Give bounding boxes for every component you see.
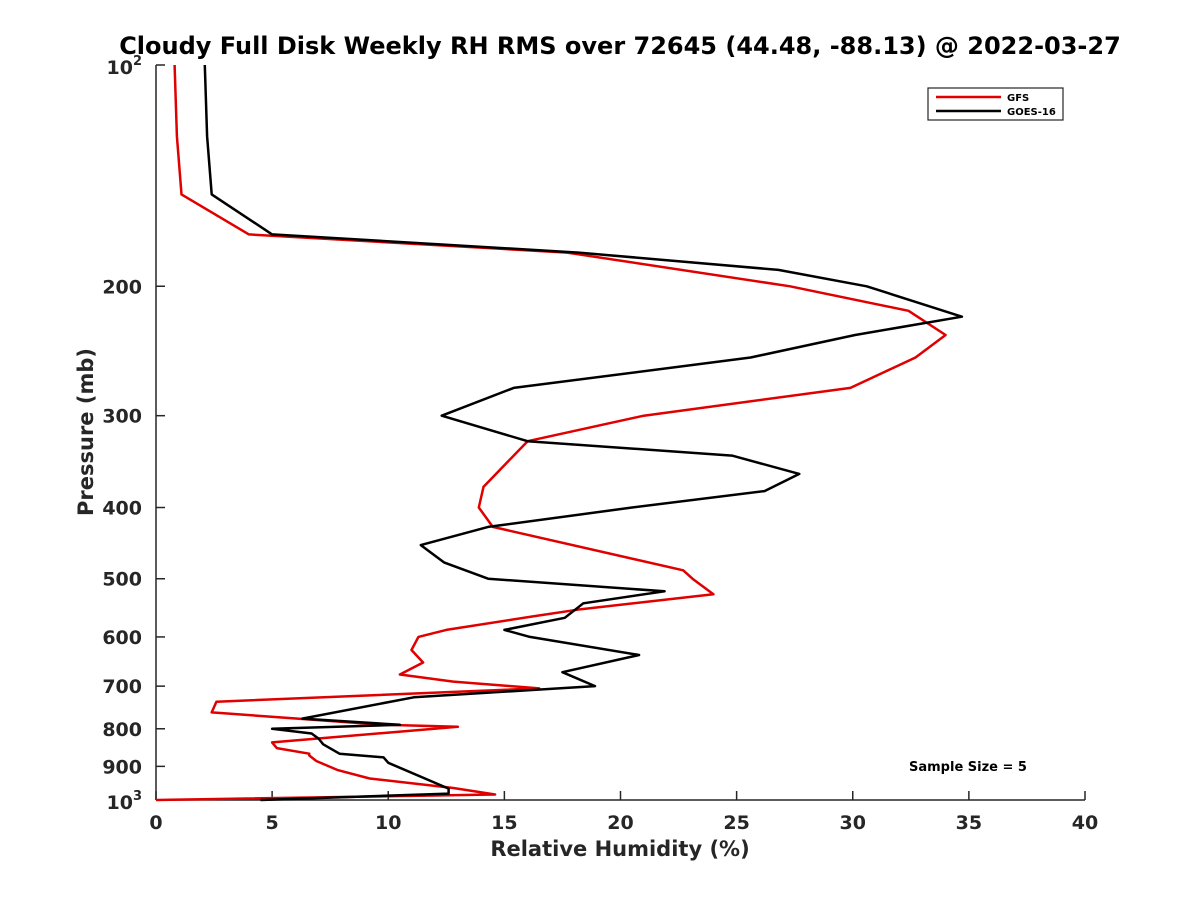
x-tick-label: 5 [266,812,279,834]
legend-box [927,87,1064,121]
y-tick-label: 102 [107,54,143,79]
x-axis-label: Relative Humidity (%) [490,837,749,861]
y-tick-label-exponent: 2 [133,54,142,69]
x-tick-label: 10 [375,812,401,834]
y-tick-label: 800 [102,719,142,741]
legend: GFS GOES-16 [927,87,1064,121]
legend-label: GOES-16 [1007,107,1056,118]
y-tick-label: 600 [102,627,142,649]
y-tick-label-base: 10 [107,57,133,79]
y-tick-label-exponent: 3 [133,789,142,804]
x-tick-label: 30 [840,812,866,834]
x-tick-label: 25 [723,812,749,834]
x-tick-label: 20 [607,812,633,834]
chart-title: Cloudy Full Disk Weekly RH RMS over 7264… [119,32,1121,60]
y-tick-label: 500 [102,569,142,591]
sample-size-annotation: Sample Size = 5 [909,760,1027,775]
legend-label: GFS [1007,93,1029,104]
x-tick-label: 0 [149,812,162,834]
y-tick-label: 300 [102,406,142,428]
y-tick-label: 200 [102,276,142,298]
y-tick-label: 700 [102,676,142,698]
series-lines [155,64,964,802]
y-tick-label: 900 [102,756,142,778]
series-line-goes-16 [203,64,964,802]
y-tick-label-base: 10 [107,792,133,814]
x-tick-label: 40 [1072,812,1098,834]
plot-axes [155,65,1085,801]
series-line-gfs [155,64,947,802]
x-axis-ticks: 0 5 10 15 20 25 30 35 40 [149,791,1098,834]
y-axis-label: Pressure (mb) [74,348,98,516]
x-tick-label: 35 [956,812,982,834]
y-tick-label: 103 [107,789,143,814]
y-tick-label: 400 [102,498,142,520]
x-tick-label: 15 [491,812,517,834]
